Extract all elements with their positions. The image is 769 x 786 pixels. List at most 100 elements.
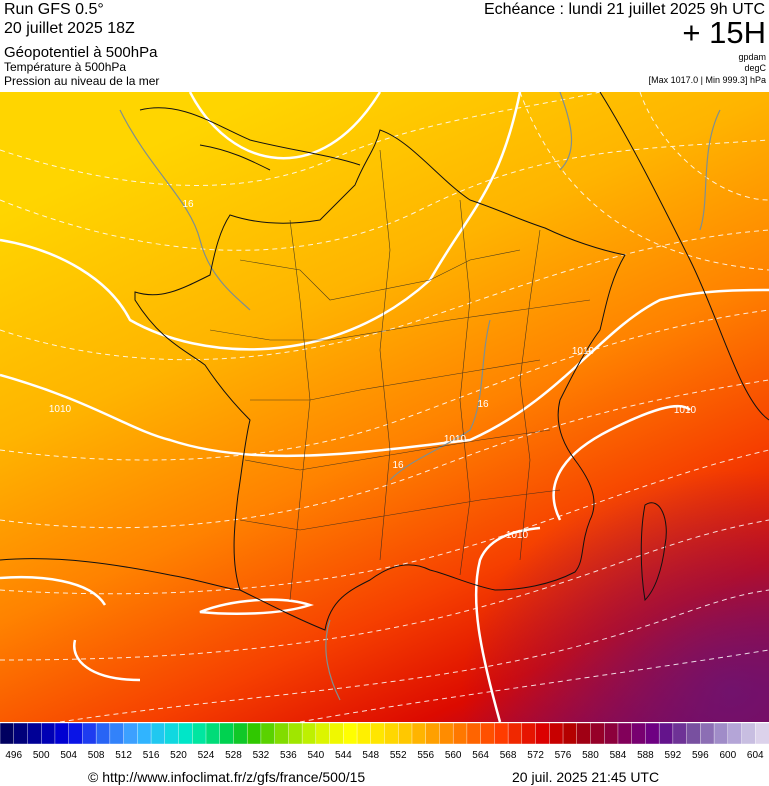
colorbar-label: 596 — [692, 750, 709, 761]
color-swatch — [233, 722, 248, 745]
color-swatch — [137, 722, 152, 745]
field-temperature: Température à 500hPa — [4, 60, 126, 74]
coastlines — [0, 92, 769, 631]
color-swatch — [425, 722, 440, 745]
colorbar-label: 508 — [88, 750, 105, 761]
color-swatch — [672, 722, 688, 745]
colorbar-label: 560 — [445, 750, 462, 761]
colorbar-label: 504 — [60, 750, 77, 761]
color-swatch — [494, 722, 509, 745]
color-swatch — [590, 722, 605, 745]
color-swatch — [713, 722, 729, 745]
source-url: © http://www.infoclimat.fr/z/gfs/france/… — [88, 769, 365, 785]
unit-geopotential: gpdam — [738, 52, 766, 62]
map: 16 1010 1010 16 1010 16 1010 1010 — [0, 92, 769, 722]
colorbar-label: 580 — [582, 750, 599, 761]
colorbar-label: 564 — [472, 750, 489, 761]
run-date: 20 juillet 2025 18Z — [4, 20, 135, 37]
color-swatch — [288, 722, 303, 745]
color-swatch — [411, 722, 427, 745]
color-swatch — [150, 722, 166, 745]
color-swatch — [727, 722, 743, 745]
colorbar-label: 572 — [527, 750, 544, 761]
forecast-time: Echéance : lundi 21 juillet 2025 9h UTC — [484, 1, 765, 18]
colorbar-label: 516 — [143, 750, 160, 761]
temperature-contours — [119, 92, 721, 701]
colorbar-label: 556 — [417, 750, 434, 761]
color-swatch — [40, 722, 56, 745]
color-swatch — [700, 722, 715, 745]
colorbar-label: 520 — [170, 750, 187, 761]
colorbar-label: 576 — [555, 750, 572, 761]
color-swatch — [329, 722, 344, 745]
color-swatch — [82, 722, 97, 745]
color-swatch — [535, 722, 550, 745]
region-borders — [209, 149, 591, 601]
color-swatch — [741, 722, 756, 745]
color-swatch — [686, 722, 701, 745]
contour-label: 1010 — [444, 434, 467, 445]
color-swatch — [246, 722, 262, 745]
colorbar-label: 528 — [225, 750, 242, 761]
color-swatch — [178, 722, 193, 745]
contour-label: 1010 — [572, 346, 595, 357]
timestamp: 20 juil. 2025 21:45 UTC — [512, 769, 659, 785]
colorbar-label: 544 — [335, 750, 352, 761]
map-shade — [0, 92, 769, 722]
color-swatch — [54, 722, 70, 745]
colorbar-label: 536 — [280, 750, 297, 761]
color-swatch — [604, 722, 619, 745]
colorbar-label: 500 — [33, 750, 50, 761]
color-swatch — [384, 722, 399, 745]
colorbar: 496 500 504 508 512 516 520 524 528 532 536 540 544 5… — [0, 722, 769, 761]
field-geopotential: Géopotentiel à 500hPa — [4, 44, 158, 61]
color-swatch — [27, 722, 42, 745]
color-swatch — [439, 722, 454, 745]
color-swatch — [315, 722, 331, 745]
lead-time: + 15H — [682, 15, 766, 50]
color-swatch — [192, 722, 207, 745]
color-swatch — [356, 722, 372, 745]
contour-label: 1010 — [674, 405, 697, 416]
colorbar-label: 512 — [115, 750, 132, 761]
color-swatch — [562, 722, 578, 745]
unit-pressure: [Max 1017.0 | Min 999.3] hPa — [649, 75, 766, 85]
color-swatch — [658, 722, 674, 745]
color-swatch — [631, 722, 646, 745]
colorbar-label: 548 — [362, 750, 379, 761]
color-swatch — [617, 722, 633, 745]
field-pressure: Pression au niveau de la mer — [4, 74, 159, 88]
contour-label: 16 — [182, 199, 194, 210]
contour-label: 1010 — [49, 404, 72, 415]
color-swatch — [109, 722, 125, 745]
colorbar-label: 568 — [500, 750, 517, 761]
contour-labels: 16 1010 1010 16 1010 16 1010 1010 — [49, 199, 697, 541]
contour-label: 16 — [392, 460, 404, 471]
color-swatch — [95, 722, 111, 745]
color-swatch — [576, 722, 591, 745]
color-swatch — [549, 722, 564, 745]
run-label: Run GFS 0.5° — [4, 1, 104, 18]
temperature-isolines — [0, 92, 769, 722]
color-swatch — [452, 722, 468, 745]
color-swatch — [274, 722, 289, 745]
contour-label: 1010 — [506, 530, 529, 541]
color-swatch — [260, 722, 276, 745]
color-swatch — [466, 722, 482, 745]
colorbar-label: 524 — [198, 750, 215, 761]
color-swatch — [398, 722, 413, 745]
colorbar-label: 600 — [719, 750, 736, 761]
color-swatch — [219, 722, 234, 745]
colorbar-label: 588 — [637, 750, 654, 761]
colorbar-label: 532 — [253, 750, 270, 761]
color-swatch — [480, 722, 495, 745]
pressure-isobars — [0, 92, 769, 722]
color-swatch — [205, 722, 221, 745]
colorbar-label: 604 — [747, 750, 764, 761]
colorbar-label: 496 — [5, 750, 22, 761]
color-swatch — [521, 722, 537, 745]
color-swatch — [0, 722, 15, 745]
color-swatch — [301, 722, 317, 745]
